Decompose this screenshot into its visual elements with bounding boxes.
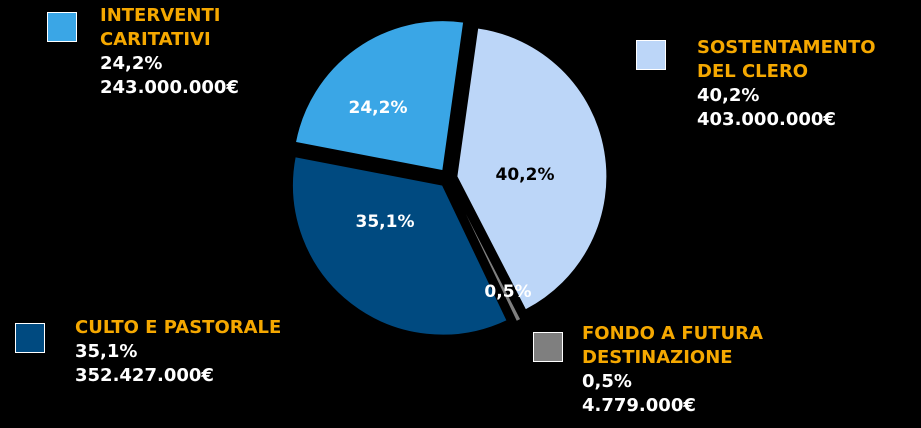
- legend-name: CULTO E PASTORALE: [75, 317, 282, 338]
- legend-percent: 0,5%: [582, 371, 632, 392]
- legend-swatch: [533, 332, 563, 362]
- legend-amount: 352.427.000€: [75, 365, 214, 386]
- legend-percent: 24,2%: [100, 53, 163, 74]
- pie-slice: [292, 156, 508, 336]
- pie-slice: [451, 185, 522, 323]
- legend-swatch: [15, 323, 45, 353]
- legend-name: SOSTENTAMENTO DEL CLERO: [697, 37, 876, 82]
- pie-slice: [456, 27, 608, 311]
- legend-entry: CULTO E PASTORALE 35,1% 352.427.000€: [75, 316, 281, 388]
- legend-name: INTERVENTI CARITATIVI: [100, 5, 221, 50]
- legend-entry: SOSTENTAMENTO DEL CLERO 40,2% 403.000.000€: [697, 36, 876, 132]
- legend-amount: 403.000.000€: [697, 109, 836, 130]
- legend-amount: 243.000.000€: [100, 77, 239, 98]
- legend-swatch: [47, 12, 77, 42]
- legend-name: FONDO A FUTURA DESTINAZIONE: [582, 323, 763, 368]
- pie-slice: [294, 20, 465, 172]
- legend-amount: 4.779.000€: [582, 395, 696, 416]
- legend-entry: FONDO A FUTURA DESTINAZIONE 0,5% 4.779.000…: [582, 322, 763, 418]
- legend-entry: INTERVENTI CARITATIVI 24,2% 243.000.000€: [100, 4, 239, 100]
- legend-swatch: [636, 40, 666, 70]
- slice-label: 24,2%: [349, 98, 408, 118]
- slice-label: 0,5%: [484, 282, 531, 302]
- legend-percent: 35,1%: [75, 341, 138, 362]
- slice-label: 35,1%: [356, 212, 415, 232]
- legend-percent: 40,2%: [697, 85, 760, 106]
- slice-label: 40,2%: [496, 165, 555, 185]
